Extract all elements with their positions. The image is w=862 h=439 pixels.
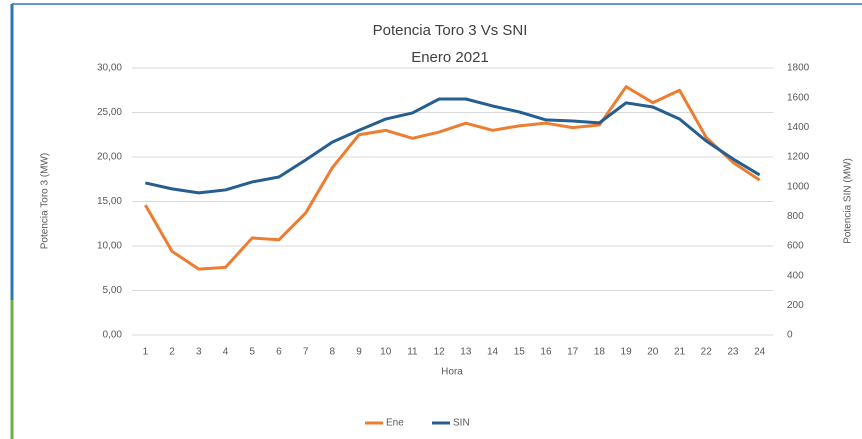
x-tick-label: 8 — [330, 347, 336, 358]
y-tick-label: 5,00 — [103, 285, 123, 296]
x-tick-label: 10 — [380, 347, 392, 358]
y2-tick-label: 1800 — [787, 63, 810, 74]
y-axis-title: Potencia Toro 3 (MW) — [40, 153, 51, 250]
y2-tick-label: 1600 — [787, 92, 810, 103]
x-tick-label: 12 — [434, 347, 446, 358]
x-tick-label: 9 — [356, 347, 362, 358]
y2-tick-label: 1400 — [787, 122, 810, 133]
x-tick-label: 20 — [647, 347, 659, 358]
x-tick-label: 14 — [487, 347, 499, 358]
x-tick-label: 7 — [303, 347, 309, 358]
legend-label: SIN — [453, 418, 470, 429]
x-tick-label: 18 — [594, 347, 606, 358]
y-tick-label: 30,00 — [97, 63, 122, 74]
legend-label: Ene — [386, 418, 404, 429]
x-tick-label: 2 — [169, 347, 175, 358]
y-tick-label: 20,00 — [97, 152, 122, 163]
y-tick-label: 10,00 — [97, 241, 122, 252]
x-tick-label: 23 — [727, 347, 739, 358]
x-tick-label: 16 — [540, 347, 552, 358]
x-tick-label: 6 — [276, 347, 282, 358]
y-tick-label: 25,00 — [97, 107, 122, 118]
y2-tick-label: 600 — [787, 241, 804, 252]
x-tick-label: 3 — [196, 347, 202, 358]
x-tick-label: 17 — [567, 347, 579, 358]
x-tick-label: 4 — [223, 347, 229, 358]
x-tick-label: 15 — [514, 347, 526, 358]
chart-title: Potencia Toro 3 Vs SNI — [373, 22, 528, 39]
x-tick-label: 5 — [249, 347, 255, 358]
x-tick-label: 24 — [754, 347, 766, 358]
y2-tick-label: 0 — [787, 330, 793, 341]
y2-tick-label: 1000 — [787, 181, 810, 192]
series-line — [144, 85, 761, 271]
x-tick-label: 22 — [701, 347, 713, 358]
x-tick-label: 11 — [407, 347, 418, 358]
x-tick-label: 21 — [674, 347, 686, 358]
y2-tick-label: 200 — [787, 300, 804, 311]
chart-subtitle: Enero 2021 — [411, 49, 489, 66]
y-tick-label: 15,00 — [97, 196, 122, 207]
x-tick-label: 19 — [621, 347, 633, 358]
y2-tick-label: 1200 — [787, 152, 810, 163]
x-tick-label: 13 — [460, 347, 472, 358]
y2-tick-label: 400 — [787, 270, 804, 281]
y2-tick-label: 800 — [787, 211, 804, 222]
x-axis-title: Hora — [441, 367, 463, 378]
series-line — [145, 97, 761, 195]
x-tick-label: 1 — [143, 347, 149, 358]
y2-axis-title: Potencia SIN (MW) — [843, 158, 854, 244]
y-tick-label: 0,00 — [103, 330, 123, 341]
